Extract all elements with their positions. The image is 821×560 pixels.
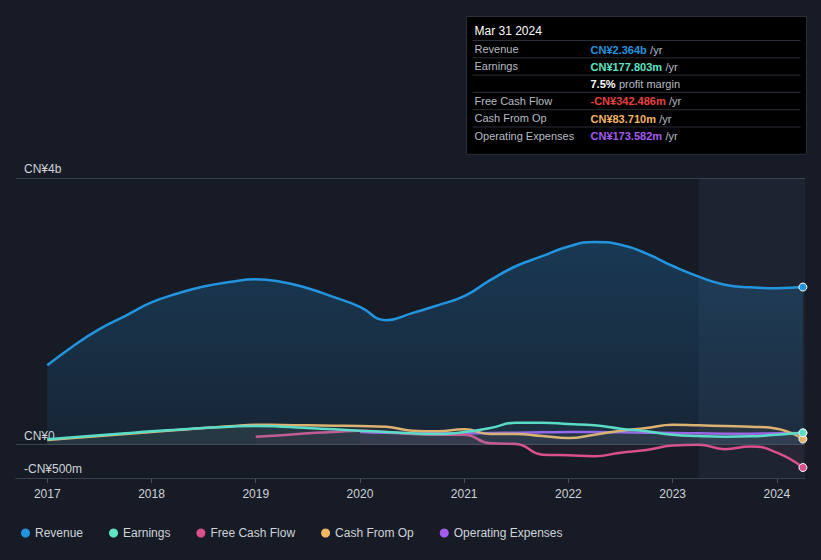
svg-text:Operating Expenses: Operating Expenses	[475, 130, 575, 142]
svg-text:Cash From Op: Cash From Op	[335, 526, 414, 540]
svg-text:CN¥83.710m: CN¥83.710m	[591, 113, 657, 125]
svg-text:2017: 2017	[34, 487, 61, 501]
svg-text:Operating Expenses: Operating Expenses	[454, 526, 563, 540]
svg-text:CN¥0: CN¥0	[24, 428, 55, 443]
svg-text:Free Cash Flow: Free Cash Flow	[475, 95, 553, 107]
svg-text:/yr: /yr	[665, 61, 678, 73]
svg-text:CN¥173.582m: CN¥173.582m	[591, 130, 663, 142]
svg-text:2019: 2019	[242, 487, 269, 501]
svg-text:2021: 2021	[451, 487, 478, 501]
svg-text:Earnings: Earnings	[475, 60, 519, 72]
svg-text:Cash From Op: Cash From Op	[475, 112, 547, 124]
svg-text:2024: 2024	[764, 487, 791, 501]
svg-text:/yr: /yr	[659, 113, 672, 125]
svg-text:2018: 2018	[138, 487, 165, 501]
svg-text:/yr: /yr	[650, 44, 663, 56]
svg-text:CN¥177.803m: CN¥177.803m	[591, 61, 663, 73]
svg-text:Earnings: Earnings	[123, 526, 170, 540]
svg-text:profit margin: profit margin	[619, 78, 680, 90]
svg-text:-CN¥500m: -CN¥500m	[24, 462, 82, 476]
svg-text:/yr: /yr	[669, 95, 682, 107]
svg-text:/yr: /yr	[665, 130, 678, 142]
svg-text:2022: 2022	[555, 487, 582, 501]
svg-text:-CN¥342.486m: -CN¥342.486m	[591, 95, 666, 107]
svg-text:CN¥4b: CN¥4b	[24, 162, 62, 176]
svg-text:Revenue: Revenue	[475, 43, 519, 55]
svg-text:7.5%: 7.5%	[591, 78, 616, 90]
svg-text:Mar 31 2024: Mar 31 2024	[475, 24, 543, 38]
svg-text:Revenue: Revenue	[35, 526, 83, 540]
svg-text:2020: 2020	[347, 487, 374, 501]
svg-text:CN¥2.364b: CN¥2.364b	[591, 44, 648, 56]
svg-text:Free Cash Flow: Free Cash Flow	[210, 526, 295, 540]
svg-text:2023: 2023	[659, 487, 686, 501]
